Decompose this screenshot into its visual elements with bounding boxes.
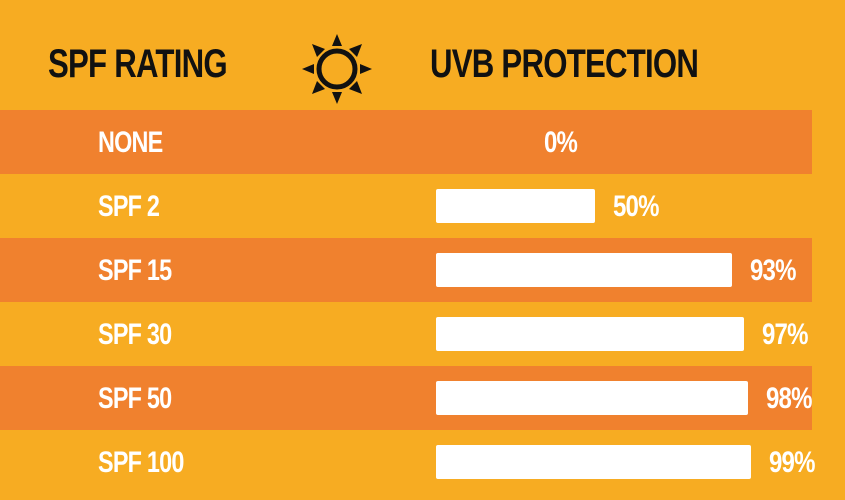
bar bbox=[436, 381, 748, 415]
value-label: 97% bbox=[762, 318, 808, 351]
chart-row: SPF 2 50% bbox=[0, 174, 845, 238]
category-label: SPF 50 bbox=[98, 382, 172, 415]
row-band bbox=[0, 110, 812, 174]
value-label: 99% bbox=[769, 446, 815, 479]
chart-row: SPF 30 97% bbox=[0, 302, 845, 366]
chart-rows: NONE 0% SPF 2 50% SPF 15 93% SPF 30 97% SPF 50 98… bbox=[0, 110, 845, 494]
value-label: 93% bbox=[750, 254, 796, 287]
value-label: 98% bbox=[766, 382, 812, 415]
value-label: 0% bbox=[544, 126, 578, 159]
chart-row: SPF 15 93% bbox=[0, 238, 845, 302]
bar bbox=[436, 445, 751, 479]
spf-rating-heading: SPF RATING bbox=[48, 42, 228, 86]
uvb-protection-heading: UVB PROTECTION bbox=[430, 42, 699, 86]
chart-row: SPF 50 98% bbox=[0, 366, 845, 430]
value-label: 50% bbox=[613, 190, 659, 223]
chart-header: SPF RATING UVB PROTECTION bbox=[0, 0, 845, 110]
category-label: SPF 100 bbox=[98, 446, 184, 479]
bar bbox=[436, 253, 732, 287]
sun-icon bbox=[302, 34, 372, 104]
bar bbox=[436, 189, 595, 223]
category-label: NONE bbox=[98, 126, 163, 159]
category-label: SPF 15 bbox=[98, 254, 172, 287]
bar bbox=[436, 317, 744, 351]
chart-row: NONE 0% bbox=[0, 110, 845, 174]
category-label: SPF 30 bbox=[98, 318, 172, 351]
category-label: SPF 2 bbox=[98, 190, 160, 223]
chart-row: SPF 100 99% bbox=[0, 430, 845, 494]
